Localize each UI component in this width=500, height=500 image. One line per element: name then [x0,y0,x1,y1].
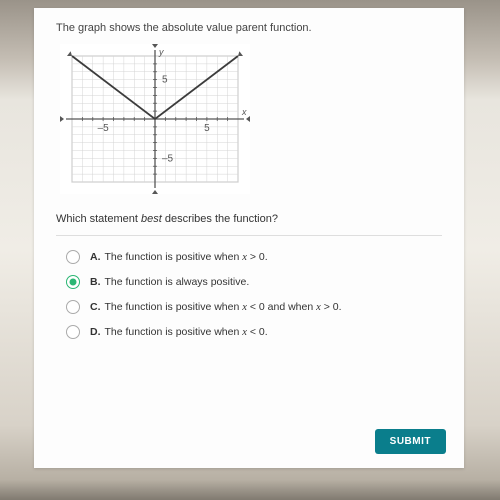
option-text: C.The function is positive when x < 0 an… [90,301,342,313]
math-text: < 0 and when [247,301,316,313]
question-card: The graph shows the absolute value paren… [34,8,464,468]
svg-text:y: y [158,47,164,57]
svg-text:x: x [241,107,247,117]
question-prefix: Which statement [56,213,141,225]
svg-text:–5: –5 [98,123,110,134]
question-suffix: describes the function? [162,213,278,225]
option-row[interactable]: C.The function is positive when x < 0 an… [66,300,442,314]
submit-button[interactable]: SUBMIT [375,429,446,454]
option-row[interactable]: A.The function is positive when x > 0. [66,250,442,264]
graph-container: –5 5 –5 5 x y [60,44,442,199]
options-list: A.The function is positive when x > 0.B.… [56,250,442,339]
option-text: A.The function is positive when x > 0. [90,251,268,263]
desk-shadow [0,480,500,500]
option-prefix: The function is positive when [105,301,243,313]
question-text: Which statement best describes the funct… [56,213,442,225]
option-letter: D. [90,326,101,338]
divider [56,235,442,236]
absolute-value-graph: –5 5 –5 5 x y [60,44,250,194]
option-text: B. The function is always positive. [90,276,249,288]
option-prefix: The function is always positive. [105,276,250,288]
radio-button[interactable] [66,275,80,289]
math-text: > 0. [321,301,342,313]
math-text: > 0. [247,251,268,263]
radio-button[interactable] [66,325,80,339]
option-letter: A. [90,251,101,263]
option-row[interactable]: D.The function is positive when x < 0. [66,325,442,339]
svg-text:5: 5 [162,75,168,86]
option-prefix: The function is positive when [105,251,243,263]
svg-text:5: 5 [204,123,210,134]
svg-text:–5: –5 [162,153,174,164]
radio-button[interactable] [66,300,80,314]
option-prefix: The function is positive when [105,326,243,338]
option-letter: C. [90,301,101,313]
option-letter: B. [90,276,101,288]
option-text: D.The function is positive when x < 0. [90,326,268,338]
option-row[interactable]: B. The function is always positive. [66,275,442,289]
radio-button[interactable] [66,250,80,264]
question-emphasis: best [141,213,162,225]
intro-text: The graph shows the absolute value paren… [56,22,442,34]
math-text: < 0. [247,326,268,338]
